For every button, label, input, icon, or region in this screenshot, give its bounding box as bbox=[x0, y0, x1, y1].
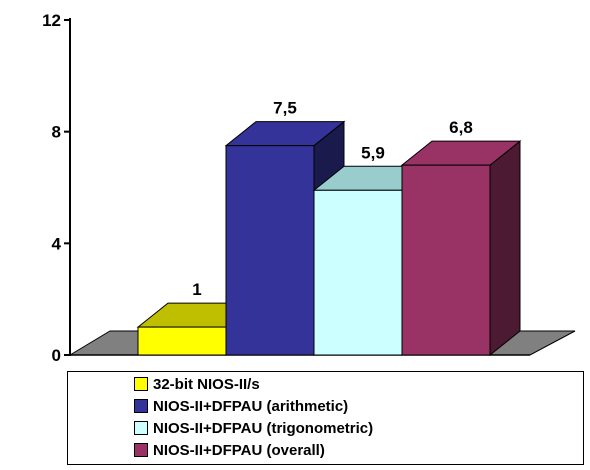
bar bbox=[401, 164, 491, 356]
legend-item: NIOS-II+DFPAU (trigonometric) bbox=[134, 418, 373, 438]
data-label: 1 bbox=[192, 280, 201, 299]
legend-label: 32-bit NIOS-II/s bbox=[153, 375, 260, 393]
legend-label: NIOS-II+DFPAU (trigonometric) bbox=[153, 419, 374, 437]
legend-item: 32-bit NIOS-II/s bbox=[134, 374, 260, 394]
data-label: 7,5 bbox=[273, 99, 297, 118]
legend-swatch bbox=[134, 443, 148, 457]
y-tick-label: 8 bbox=[52, 123, 61, 142]
legend-swatch bbox=[134, 399, 148, 413]
data-label: 6,8 bbox=[449, 118, 473, 137]
y-tick-label: 4 bbox=[52, 234, 62, 253]
legend-swatch bbox=[134, 421, 148, 435]
legend-item: NIOS-II+DFPAU (overall) bbox=[134, 440, 325, 460]
legend-label: NIOS-II+DFPAU (arithmetic) bbox=[153, 397, 349, 415]
legend-label: NIOS-II+DFPAU (overall) bbox=[153, 441, 325, 459]
bar bbox=[313, 189, 403, 356]
bar bbox=[137, 326, 227, 356]
bar-side bbox=[489, 140, 521, 357]
data-label: 5,9 bbox=[361, 143, 385, 162]
y-tick-label: 12 bbox=[42, 11, 61, 30]
chart-legend: 32-bit NIOS-II/s NIOS-II+DFPAU (arithmeti… bbox=[67, 371, 584, 465]
bar-group bbox=[400, 140, 522, 357]
legend-swatch bbox=[134, 377, 148, 391]
bar bbox=[225, 145, 315, 356]
y-tick-label: 0 bbox=[52, 346, 61, 365]
legend-item: NIOS-II+DFPAU (arithmetic) bbox=[134, 396, 348, 416]
